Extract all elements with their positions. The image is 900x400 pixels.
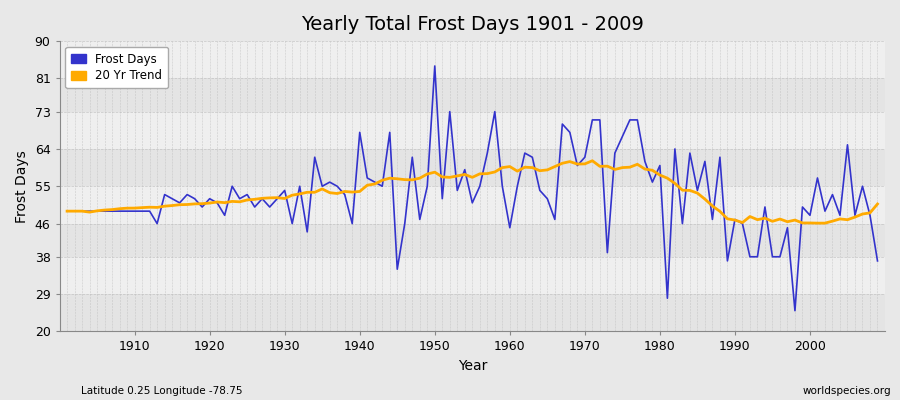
Bar — [59, 78, 885, 112]
Bar — [59, 149, 885, 186]
Bar — [59, 112, 885, 149]
Bar — [59, 257, 885, 294]
Legend: Frost Days, 20 Yr Trend: Frost Days, 20 Yr Trend — [66, 47, 168, 88]
Bar — [59, 224, 885, 257]
Y-axis label: Frost Days: Frost Days — [15, 150, 29, 223]
Text: worldspecies.org: worldspecies.org — [803, 386, 891, 396]
Bar — [59, 41, 885, 78]
Title: Yearly Total Frost Days 1901 - 2009: Yearly Total Frost Days 1901 - 2009 — [301, 15, 644, 34]
Text: Latitude 0.25 Longitude -78.75: Latitude 0.25 Longitude -78.75 — [81, 386, 242, 396]
Bar — [59, 294, 885, 332]
Bar — [59, 186, 885, 224]
X-axis label: Year: Year — [457, 359, 487, 373]
